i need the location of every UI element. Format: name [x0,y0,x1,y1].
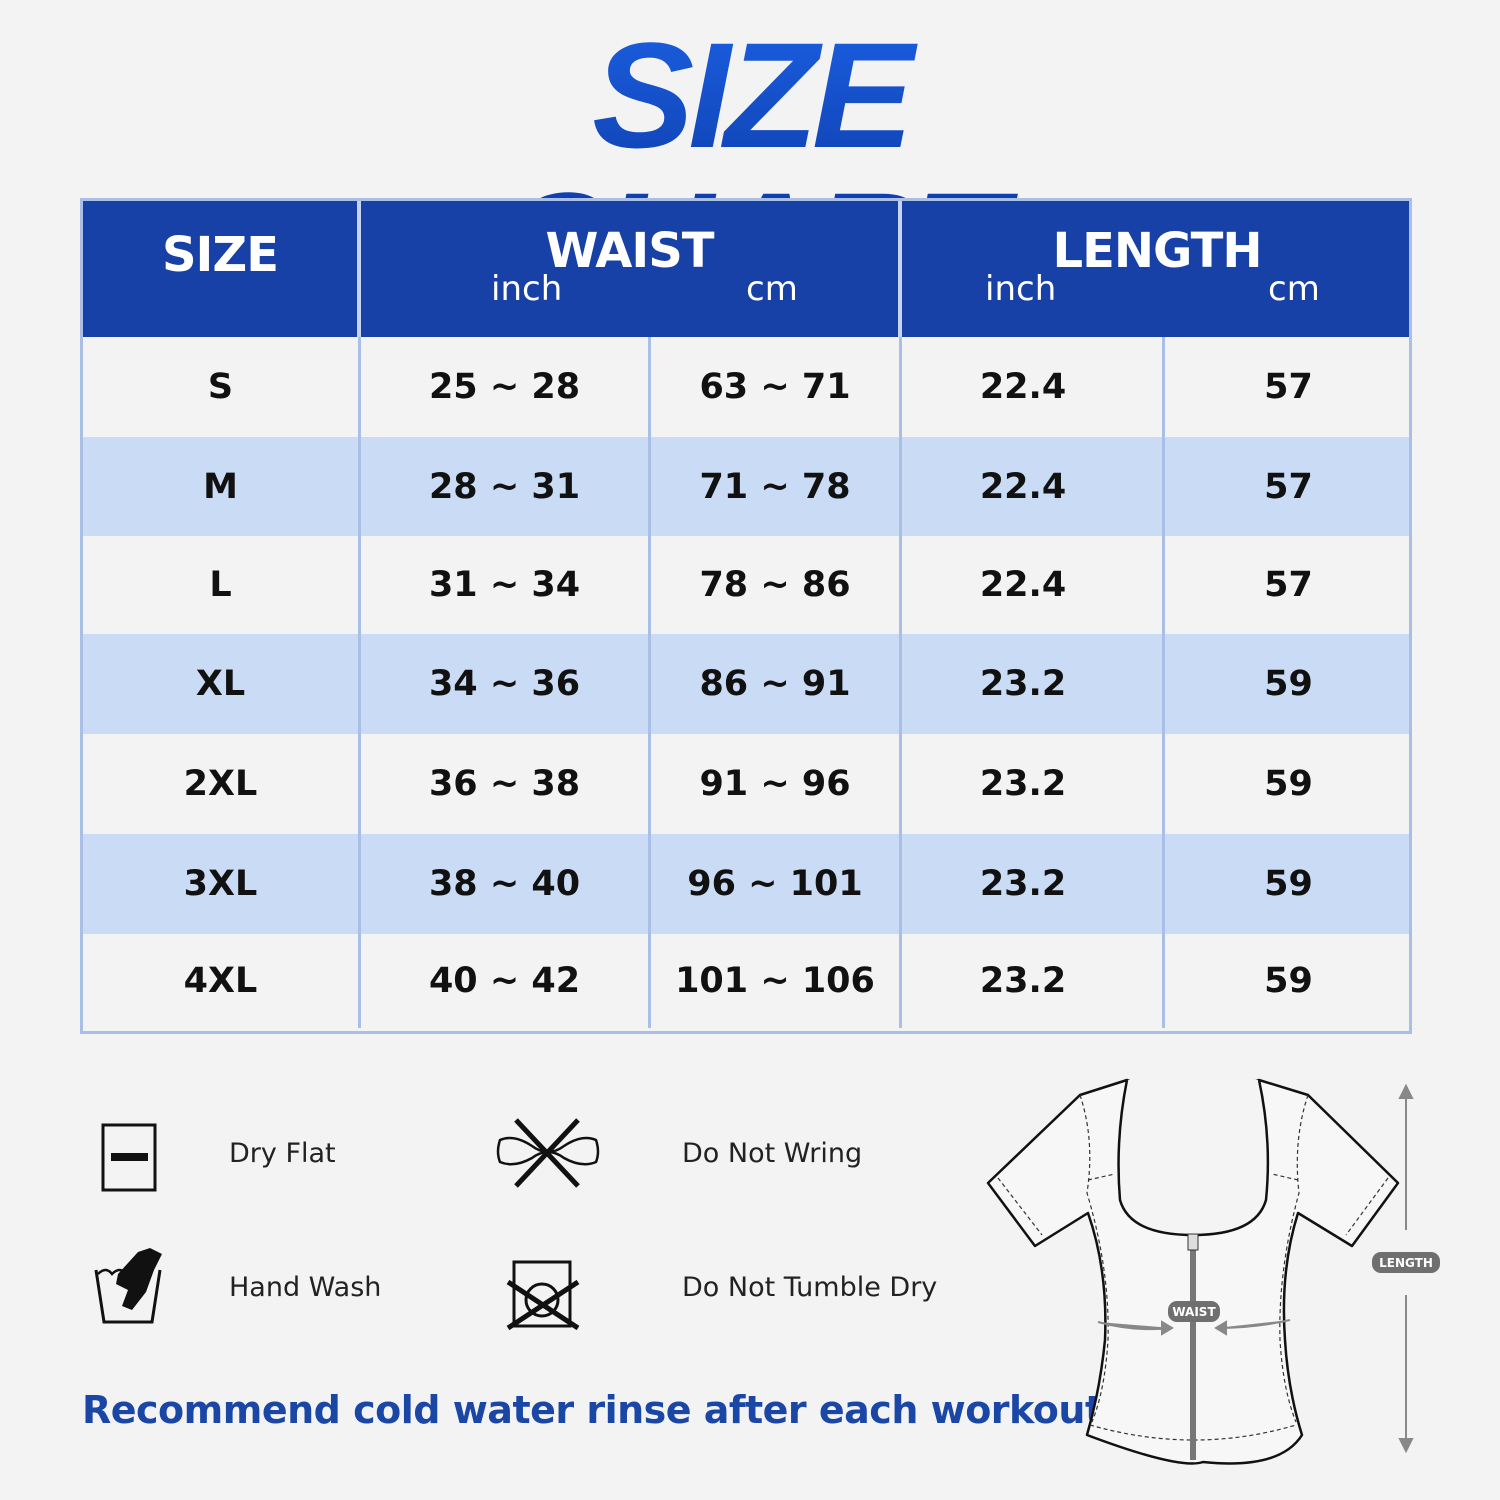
garment-diagram: WAIST LENGTH [986,1078,1440,1465]
waist-label: WAIST [1172,1305,1216,1319]
header-size: SIZE [83,201,361,337]
cell-length-inch: 23.2 [902,934,1165,1028]
table-row: 3XL 38 ~ 40 96 ~ 101 23.2 59 [83,834,1409,934]
cell-length-cm: 59 [1264,961,1313,1001]
cell-size: 3XL [83,834,361,934]
cell-waist-cm: 91 ~ 96 [651,734,902,834]
cell-length-cm: 57 [1264,565,1313,605]
cell-waist-inch: 34 ~ 36 [361,634,651,734]
header-waist-label: WAIST [545,223,714,279]
cell-waist-inch: 36 ~ 38 [361,734,651,834]
header-waist-cm: cm [746,269,798,309]
cell-length-cm: 57 [1264,466,1313,507]
cell-waist-cm: 63 ~ 71 [651,337,902,437]
size-table: SIZE WAIST inch cm LENGTH inch cm S 25 ~ … [80,198,1412,1034]
cell-waist-inch: 28 ~ 31 [361,437,651,536]
table-header: SIZE WAIST inch cm LENGTH inch cm [83,201,1409,337]
cell-size: XL [83,634,361,734]
dry-flat-icon [101,1123,157,1192]
care-label-hand-wash: Hand Wash [229,1272,382,1303]
header-length-inch: inch [985,269,1057,309]
cell-length-inch: 23.2 [902,834,1165,934]
length-label: LENGTH [1379,1256,1433,1270]
cell-size: S [83,337,361,437]
cell-waist-cm: 86 ~ 91 [651,634,902,734]
header-length-cm: cm [1268,269,1320,309]
care-label-do-not-wring: Do Not Wring [682,1138,863,1169]
cell-size: 4XL [83,934,361,1028]
header-length-label: LENGTH [1052,223,1262,279]
header-waist-inch: inch [491,269,563,309]
care-note: Recommend cold water rinse after each wo… [82,1388,1117,1432]
table-row: XL 34 ~ 36 86 ~ 91 23.2 59 [83,634,1409,734]
table-row: 4XL 40 ~ 42 101 ~ 106 23.2 59 [83,934,1409,1028]
cell-length-inch: 22.4 [902,536,1165,634]
cell-length-inch: 23.2 [902,634,1165,734]
cell-length-cm: 59 [1264,764,1313,804]
header-length: LENGTH inch cm [902,201,1412,337]
table-row: 2XL 36 ~ 38 91 ~ 96 23.2 59 [83,734,1409,834]
header-waist: WAIST inch cm [361,201,902,337]
cell-length-cm: 59 [1264,664,1313,704]
cell-size: 2XL [83,734,361,834]
cell-waist-inch: 25 ~ 28 [361,337,651,437]
cell-waist-inch: 31 ~ 34 [361,536,651,634]
cell-size: L [83,536,361,634]
do-not-tumble-dry-icon [506,1260,580,1331]
table-row: M 28 ~ 31 71 ~ 78 22.4 57 [83,437,1409,536]
cell-waist-inch: 38 ~ 40 [361,834,651,934]
header-size-label: SIZE [161,227,279,283]
cell-waist-cm: 96 ~ 101 [651,834,902,934]
cell-waist-cm: 71 ~ 78 [651,437,902,536]
do-not-wring-icon [496,1118,600,1188]
care-label-do-not-tumble-dry: Do Not Tumble Dry [682,1272,938,1303]
cell-length-cm: 59 [1264,864,1313,904]
hand-wash-icon [94,1248,162,1324]
care-label-dry-flat: Dry Flat [229,1138,336,1169]
cell-waist-inch: 40 ~ 42 [361,934,651,1028]
cell-length-inch: 22.4 [902,337,1165,437]
cell-length-inch: 23.2 [902,734,1165,834]
cell-size: M [83,437,361,536]
cell-length-inch: 22.4 [902,437,1165,536]
cell-waist-cm: 101 ~ 106 [651,934,902,1028]
table-row: L 31 ~ 34 78 ~ 86 22.4 57 [83,536,1409,634]
cell-length-cm: 57 [1264,367,1313,407]
table-row: S 25 ~ 28 63 ~ 71 22.4 57 [83,337,1409,437]
cell-waist-cm: 78 ~ 86 [651,536,902,634]
